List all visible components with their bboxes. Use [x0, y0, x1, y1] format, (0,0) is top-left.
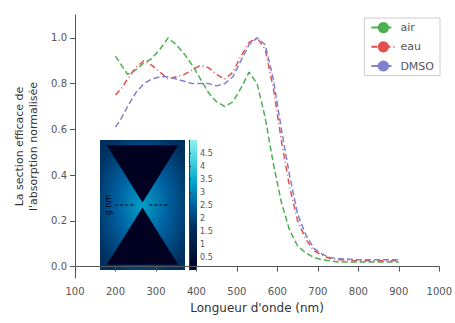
- svg-text:300: 300: [146, 286, 165, 297]
- svg-text:1.0: 1.0: [51, 32, 67, 43]
- svg-text:0.0: 0.0: [51, 261, 67, 272]
- svg-text:0.5: 0.5: [200, 253, 213, 262]
- svg-text:g nm: g nm: [104, 195, 113, 216]
- svg-text:air: air: [400, 21, 415, 34]
- svg-text:100: 100: [65, 286, 84, 297]
- svg-text:Longueur d'onde (nm): Longueur d'onde (nm): [190, 301, 324, 315]
- svg-text:4.5: 4.5: [200, 149, 213, 158]
- svg-text:0.2: 0.2: [51, 215, 67, 226]
- svg-text:2: 2: [200, 214, 205, 223]
- svg-text:4: 4: [200, 162, 205, 171]
- svg-text:0.4: 0.4: [51, 170, 67, 181]
- svg-text:200: 200: [106, 286, 125, 297]
- svg-text:1000: 1000: [427, 286, 452, 297]
- svg-text:DMSO: DMSO: [400, 60, 434, 73]
- svg-text:600: 600: [268, 286, 287, 297]
- svg-text:800: 800: [349, 286, 368, 297]
- svg-text:eau: eau: [400, 40, 420, 53]
- svg-text:500: 500: [227, 286, 246, 297]
- svg-text:700: 700: [308, 286, 327, 297]
- svg-text:400: 400: [187, 286, 206, 297]
- svg-text:1: 1: [200, 240, 205, 249]
- svg-text:900: 900: [389, 286, 408, 297]
- svg-text:3.5: 3.5: [200, 175, 213, 184]
- svg-text:l'absorption normalisée: l'absorption normalisée: [27, 82, 40, 211]
- svg-text:La section efficace de: La section efficace de: [13, 86, 26, 206]
- svg-text:2.5: 2.5: [200, 201, 213, 210]
- svg-text:0.6: 0.6: [51, 124, 67, 135]
- svg-text:3: 3: [200, 188, 205, 197]
- svg-text:0.8: 0.8: [51, 78, 67, 89]
- svg-text:1.5: 1.5: [200, 227, 213, 236]
